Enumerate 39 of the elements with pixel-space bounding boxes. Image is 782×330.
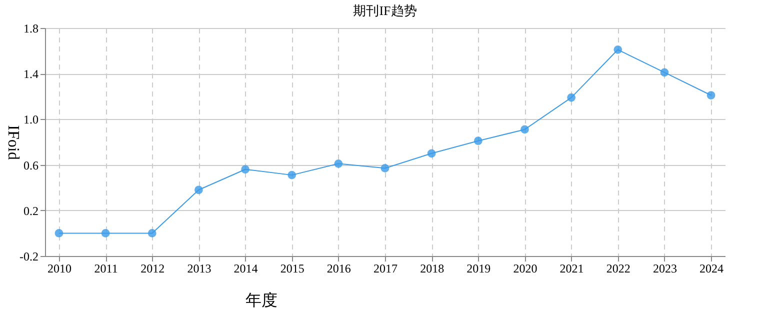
point	[706, 91, 716, 100]
y-tick-label: -0.2	[20, 250, 38, 264]
point	[660, 68, 669, 77]
x-tick-label: 2023	[652, 262, 677, 276]
point	[288, 170, 296, 180]
point	[567, 93, 576, 102]
x-tick-label: 2016	[326, 262, 351, 276]
point	[520, 125, 529, 134]
y-tick-label: 0.6	[24, 158, 38, 172]
point	[101, 229, 110, 238]
y-axis-title: IFoid	[4, 125, 22, 160]
x-tick-label: 2018	[420, 262, 444, 276]
point	[614, 45, 622, 54]
y-tick-label: 0.2	[24, 204, 38, 218]
x-tick-label: 2014	[234, 262, 258, 276]
x-axis-title: 年度	[246, 292, 278, 310]
x-tick-label: 2017	[374, 262, 398, 276]
x-tick-label: 2010	[47, 262, 72, 276]
x-tick-label: 2020	[513, 262, 538, 276]
x-tick-label: 2019	[466, 262, 491, 276]
x-tick-label: 2012	[140, 262, 165, 276]
point	[148, 229, 156, 238]
point	[380, 164, 390, 172]
x-tick-label: 2011	[94, 262, 118, 276]
x-tick-label: 2015	[280, 262, 304, 276]
point	[427, 149, 436, 158]
chart-title: 期刊IF趋势	[353, 3, 417, 18]
point	[474, 136, 482, 146]
x-tick-label: 2013	[187, 262, 212, 276]
point	[241, 165, 250, 174]
point	[194, 186, 203, 194]
x-tick-label: 2022	[606, 262, 630, 276]
y-tick-label: 1.8	[24, 22, 38, 36]
x-tick-label: 2024	[700, 262, 724, 276]
point	[334, 159, 343, 168]
point	[54, 229, 64, 238]
y-tick-label: 1.4	[24, 67, 38, 82]
x-tick-label: 2021	[560, 262, 584, 276]
y-tick-label: 1.0	[24, 112, 38, 127]
